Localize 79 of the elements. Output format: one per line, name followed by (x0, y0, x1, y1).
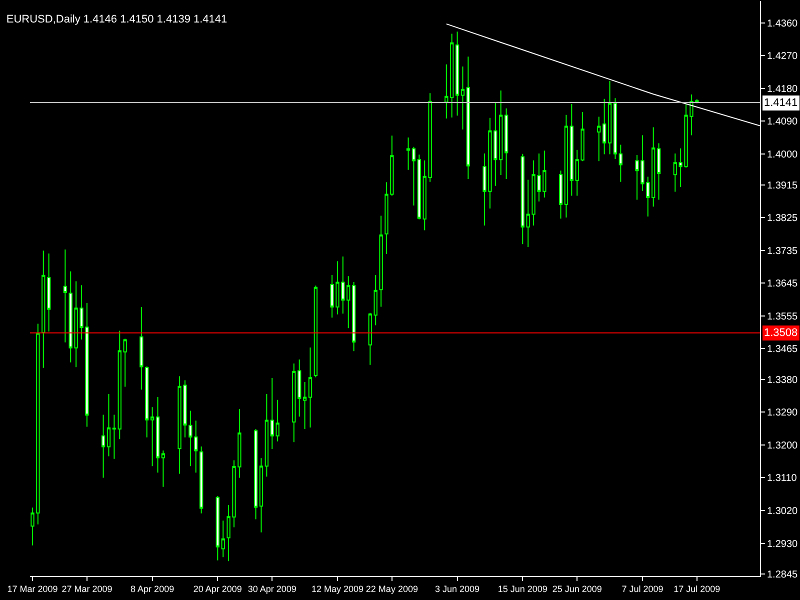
y-tick-label: 1.3735 (767, 246, 798, 257)
y-tick-label: 1.4090 (767, 116, 798, 128)
x-tick-label: 8 Apr 2009 (130, 584, 174, 594)
candlestick (298, 358, 302, 418)
y-tick-label: 1.3465 (767, 344, 798, 356)
candlestick (602, 98, 606, 155)
candlestick (379, 215, 383, 308)
candlestick (216, 495, 220, 561)
candlestick (140, 306, 144, 390)
candlestick (106, 394, 111, 457)
y-tick-label: 1.3290 (767, 408, 798, 419)
y-tick-label: 1.3555 (767, 311, 798, 322)
candlestick (302, 382, 307, 430)
candlestick (259, 458, 264, 533)
x-tick-label: 15 Jun 2009 (498, 584, 548, 594)
candlestick (417, 154, 421, 220)
candlestick (558, 170, 563, 220)
x-tick-label: 25 Jun 2009 (552, 584, 602, 594)
y-tick-label: 1.3380 (767, 374, 798, 386)
x-tick-label: 27 Mar 2009 (62, 584, 112, 594)
candlestick (145, 366, 149, 438)
candlestick (47, 253, 51, 332)
y-tick-label: 1.3200 (767, 440, 798, 452)
y-tick-label: 1.3110 (767, 473, 798, 484)
ref-line-label: 1.4141 (764, 97, 798, 109)
candlestick (101, 414, 106, 478)
candlestick (374, 274, 378, 326)
candlestick (161, 450, 166, 488)
x-tick-label: 12 May 2009 (311, 584, 364, 594)
y-tick-label: 1.3020 (767, 506, 798, 517)
candlestick (455, 31, 460, 116)
text: EURUSD,Daily 1.4146 1.4150 1.4139 1.4141 (6, 14, 228, 26)
candlestick (564, 114, 568, 218)
candlestick (314, 285, 318, 378)
candlestick (608, 80, 612, 155)
x-tick-label: 20 Apr 2009 (193, 584, 242, 594)
candlestick (221, 520, 225, 558)
y-tick-label: 1.3825 (767, 213, 798, 224)
ref-line-label: 1.3508 (764, 327, 798, 339)
candlestick (150, 406, 154, 467)
candlestick (352, 281, 356, 352)
y-tick-label: 1.3915 (767, 180, 798, 192)
y-tick-label: 1.3645 (767, 278, 798, 290)
candlestick (656, 142, 661, 200)
x-tick-label: 17 Jul 2009 (674, 584, 720, 594)
candlestick (444, 64, 448, 120)
candlestick (112, 414, 116, 460)
candlestick (42, 250, 46, 368)
y-tick-label: 1.4000 (767, 149, 798, 160)
candlestick (63, 249, 68, 343)
x-tick-label: 30 Apr 2009 (248, 584, 296, 594)
candlestick (570, 103, 574, 196)
candlestick (597, 116, 601, 162)
x-tick-label: 7 Jul 2009 (622, 584, 664, 594)
candlestick (368, 312, 372, 366)
candlestick (450, 33, 454, 118)
candlestick (199, 446, 204, 514)
candlestick (652, 126, 656, 208)
candlestick (156, 396, 160, 474)
y-tick-label: 1.4270 (767, 51, 798, 62)
candlestick (460, 66, 465, 130)
candlestick (254, 428, 258, 520)
y-tick-label: 1.2930 (767, 538, 798, 550)
x-tick-label: 3 Jun 2009 (435, 584, 480, 594)
y-tick-label: 1.4360 (767, 18, 798, 30)
candlestick (308, 346, 312, 428)
candlestick (504, 108, 508, 180)
candlestick (613, 98, 618, 160)
candlestick (466, 56, 470, 180)
candlestick (618, 144, 623, 182)
x-tick-label: 22 May 2009 (366, 584, 418, 594)
candlestick (406, 136, 410, 170)
y-tick-label: 1.2845 (767, 570, 798, 581)
candlestick (520, 153, 524, 245)
candlestick (292, 362, 296, 443)
x-tick-label: 17 Mar 2009 (7, 584, 58, 594)
candlestick (264, 394, 269, 478)
y-tick-label: 1.4180 (767, 84, 798, 95)
candlestick (412, 146, 416, 206)
